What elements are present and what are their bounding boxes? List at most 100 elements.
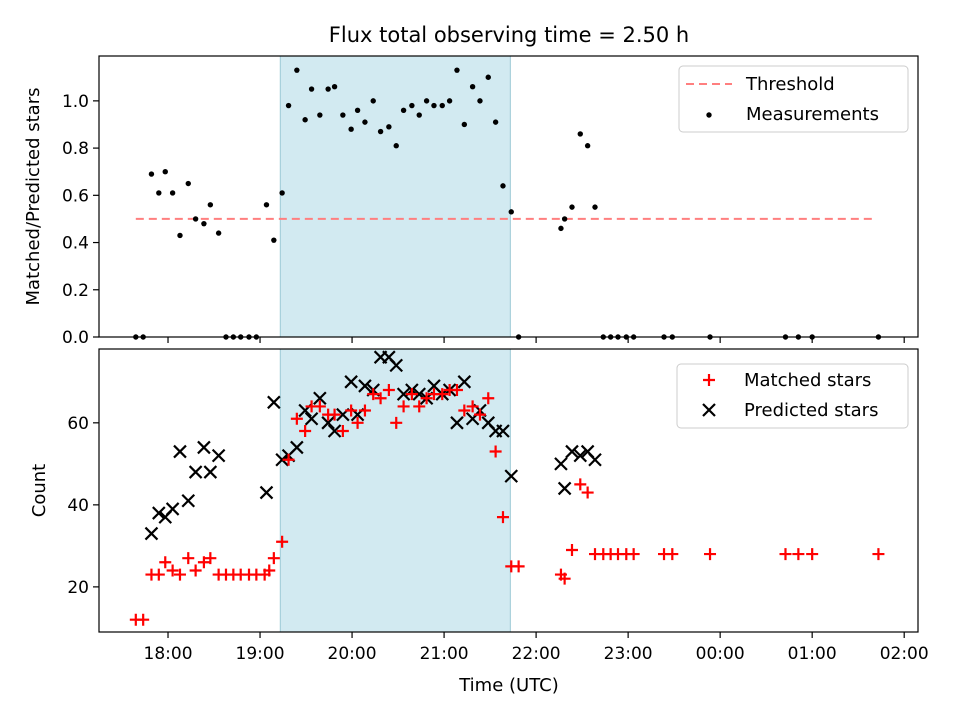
matched-star-marker xyxy=(182,552,195,565)
matched-star-marker xyxy=(263,564,276,577)
matched-star-marker xyxy=(565,543,578,556)
measurement-point xyxy=(409,102,415,109)
predicted-star-marker xyxy=(188,465,203,479)
matched-star-marker xyxy=(779,548,792,561)
predicted-star-marker xyxy=(588,452,602,467)
measurement-point xyxy=(354,107,361,114)
matched-star-marker xyxy=(282,453,295,466)
measurement-point xyxy=(201,220,207,227)
measurement-point xyxy=(386,124,392,130)
matched-stars-points xyxy=(129,384,885,626)
measurements-legend-swatch xyxy=(706,112,712,118)
matched-star-marker xyxy=(420,392,433,405)
measurement-point xyxy=(285,102,292,109)
measurement-point xyxy=(431,102,437,109)
measurement-point xyxy=(370,98,376,104)
matched-legend-label: Matched stars xyxy=(744,370,871,391)
measurement-point xyxy=(454,67,460,73)
matched-star-marker xyxy=(313,400,326,413)
measurement-point xyxy=(500,183,506,189)
y-tick-label: 0.6 xyxy=(62,186,89,206)
measurement-point xyxy=(393,143,399,149)
measurement-point xyxy=(279,190,285,196)
measurement-point xyxy=(558,225,564,232)
matched-star-marker xyxy=(367,388,380,401)
matched-star-marker xyxy=(872,548,885,561)
matched-star-marker xyxy=(450,384,463,397)
matched-star-marker xyxy=(792,548,805,561)
measurement-point xyxy=(561,216,568,222)
matched-star-marker xyxy=(574,478,587,491)
predicted-star-marker xyxy=(504,469,519,483)
matched-star-marker xyxy=(351,416,364,429)
count-y-ticks: 20 40 60 xyxy=(67,414,99,598)
measurement-point xyxy=(302,117,308,123)
time-axis-label: Time (UTC) xyxy=(458,675,559,696)
count-legend-box xyxy=(676,363,909,429)
count-x-ticks: 18:00 19:00 20:00 21:00 22:00 23:00 00:00 01:00… xyxy=(144,632,929,664)
matched-star-marker xyxy=(489,445,502,458)
matched-star-marker xyxy=(666,548,679,561)
predicted-star-marker xyxy=(396,387,411,401)
count-y-axis-label: Count xyxy=(29,464,50,517)
predicted-star-marker xyxy=(144,526,159,541)
y-tick-label: 0.4 xyxy=(62,234,89,254)
y-tick-label: 0.8 xyxy=(62,139,89,159)
matched-star-marker xyxy=(397,400,410,413)
predicted-star-marker xyxy=(152,506,166,520)
ratio-y-ticks: 0.0 0.2 0.4 0.6 0.8 1.0 xyxy=(62,92,99,348)
matched-star-marker xyxy=(496,511,509,524)
measurement-point xyxy=(485,74,491,80)
measurement-point xyxy=(325,86,331,92)
measurement-point xyxy=(508,209,514,215)
x-tick-label: 01:00 xyxy=(788,644,837,664)
predicted-star-marker xyxy=(554,457,568,471)
x-tick-label: 02:00 xyxy=(880,644,929,664)
predicted-star-marker xyxy=(165,502,180,516)
ratio-plot-frame xyxy=(98,55,919,338)
measurement-point xyxy=(461,121,468,128)
matched-star-marker xyxy=(197,556,210,569)
predicted-legend-label: Predicted stars xyxy=(744,400,878,421)
y-tick-label: 60 xyxy=(67,414,89,434)
measurement-point xyxy=(156,190,162,196)
measurement-point xyxy=(340,112,346,118)
measurement-point xyxy=(377,128,384,135)
predicted-star-marker xyxy=(450,416,464,430)
measurement-point xyxy=(271,237,277,243)
predicted-star-marker xyxy=(259,485,274,500)
matched-star-marker xyxy=(436,388,449,401)
matched-star-marker xyxy=(290,412,303,425)
predicted-star-marker xyxy=(496,424,510,438)
predicted-star-marker xyxy=(565,444,579,459)
x-tick-label: 22:00 xyxy=(512,644,561,664)
ratio-legend: Threshold Measurements xyxy=(678,65,909,133)
measurement-point xyxy=(446,98,453,104)
measurement-point xyxy=(569,204,575,210)
x-tick-label: 18:00 xyxy=(144,644,193,664)
measurement-point xyxy=(192,216,199,222)
measurements-legend-label: Measurements xyxy=(746,104,879,125)
matched-star-marker xyxy=(299,425,312,438)
measurement-point xyxy=(263,202,270,208)
matched-star-marker xyxy=(152,568,165,581)
measurement-point xyxy=(185,180,191,187)
matched-star-marker xyxy=(512,560,525,573)
matched-star-marker xyxy=(328,408,341,421)
count-panel: 20 40 60 18:00 19:00 20:00 21:00 22:00 23:00 00:… xyxy=(29,348,929,696)
predicted-star-marker xyxy=(181,493,196,508)
matched-star-marker xyxy=(166,564,179,577)
predicted-star-marker xyxy=(197,440,211,455)
matched-star-marker xyxy=(267,552,280,565)
measurement-point xyxy=(400,107,407,114)
matched-star-marker xyxy=(382,384,395,397)
predicted-star-marker xyxy=(173,444,187,459)
threshold-legend-label: Threshold xyxy=(745,74,835,95)
matched-star-marker xyxy=(189,564,202,577)
measurement-point xyxy=(215,230,222,236)
measurement-point xyxy=(331,83,338,90)
predicted-star-marker xyxy=(573,448,588,463)
measurement-point xyxy=(416,112,422,118)
measurement-point xyxy=(177,232,183,239)
x-tick-label: 20:00 xyxy=(328,644,377,664)
